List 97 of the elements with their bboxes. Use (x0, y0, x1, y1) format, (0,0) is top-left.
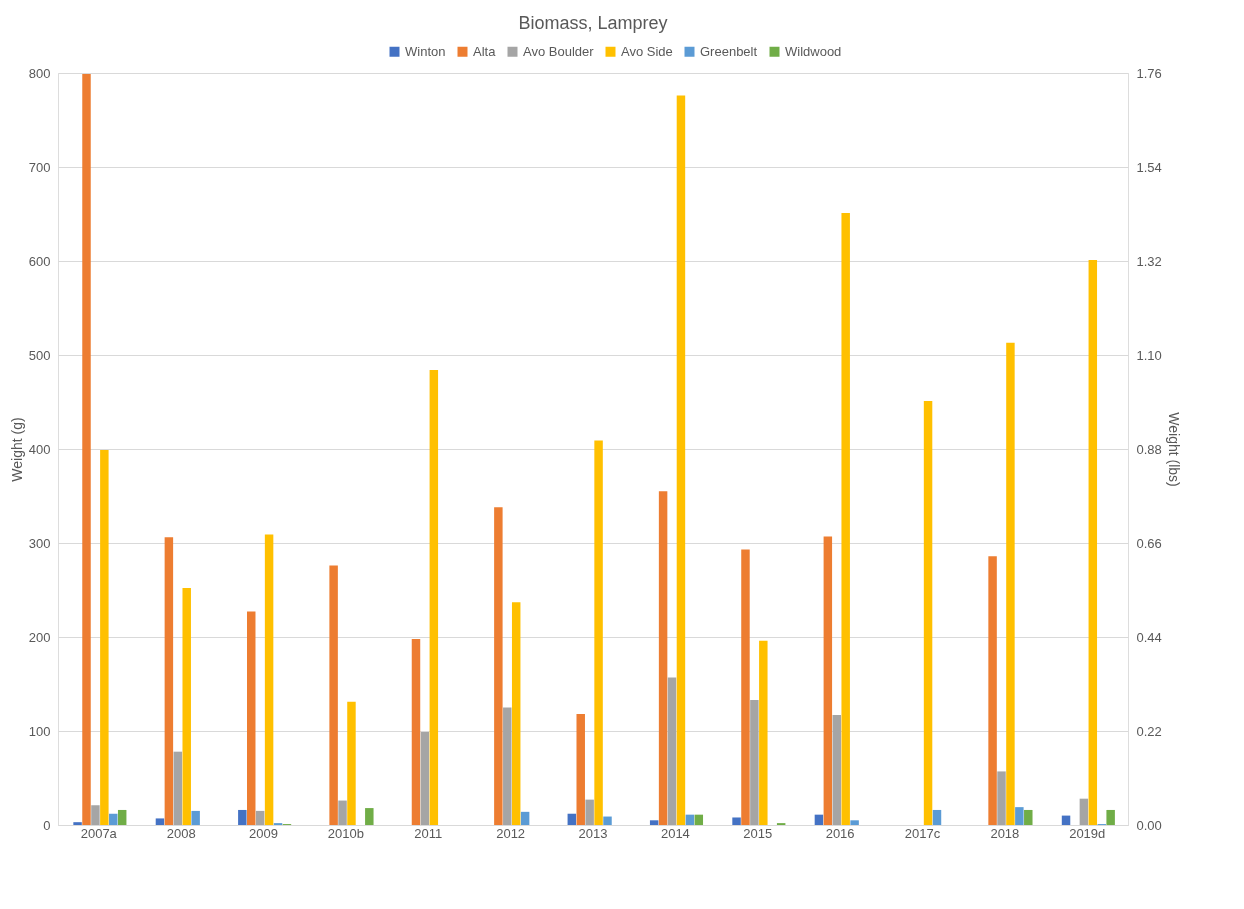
bar (100, 449, 109, 825)
bar (1079, 798, 1089, 825)
bar (750, 699, 759, 825)
x-tick-label: 2007a (80, 825, 118, 841)
y2-tick-label: 1.10 (1136, 347, 1162, 363)
bar (667, 677, 677, 825)
bar (420, 731, 430, 825)
x-tick-label: 2014 (660, 825, 690, 841)
bar (658, 491, 668, 825)
bar (1024, 809, 1033, 825)
x-tick-label: 2017c (904, 825, 941, 841)
y-tick-label: 600 (28, 253, 51, 269)
y-tick-label: 300 (28, 535, 51, 551)
y-tick-label: 100 (28, 723, 51, 739)
bar (1061, 815, 1071, 825)
bar (191, 810, 200, 825)
x-tick-label: 2012 (496, 825, 526, 841)
y2-tick-label: 0.66 (1136, 535, 1162, 551)
y2-tick-label: 0.00 (1136, 817, 1162, 833)
y2-tick-label: 0.88 (1136, 441, 1162, 457)
bar (338, 800, 347, 825)
bar (694, 814, 704, 825)
x-tick-label: 2010b (327, 825, 364, 841)
bar (988, 556, 997, 825)
legend-label: Alta (473, 43, 497, 59)
bar (932, 809, 942, 825)
bar (173, 751, 183, 825)
bar (732, 817, 741, 825)
bar (494, 507, 503, 825)
bar (347, 701, 356, 825)
y2-axis-title: Weight (lbs) (1165, 412, 1182, 487)
y-tick-label: 700 (28, 159, 51, 175)
bar (685, 814, 695, 825)
y2-tick-label: 0.44 (1136, 629, 1162, 645)
bar (1088, 260, 1098, 825)
bar (429, 370, 439, 825)
x-tick-label: 2009 (249, 825, 278, 841)
bar (255, 810, 265, 825)
bar (164, 537, 174, 825)
bar (850, 820, 859, 825)
x-tick-label: 2008 (166, 825, 196, 841)
bar (117, 809, 127, 825)
y-tick-label: 500 (28, 347, 51, 363)
y2-tick-label: 1.76 (1136, 65, 1162, 81)
bar (247, 611, 256, 825)
bar (238, 809, 247, 825)
x-tick-label: 2018 (990, 825, 1020, 841)
y-tick-label: 400 (28, 441, 51, 457)
bar (759, 640, 768, 825)
y-tick-label: 800 (28, 65, 51, 81)
bar (832, 715, 842, 825)
bar (649, 820, 659, 825)
bar (1106, 809, 1115, 825)
y-axis-title: Weight (g) (8, 417, 25, 482)
bar (511, 602, 521, 825)
bar (823, 536, 833, 825)
legend-label: Avo Side (621, 43, 673, 59)
bar (329, 565, 338, 825)
bar (841, 213, 850, 825)
bar (567, 813, 577, 825)
y2-tick-label: 0.22 (1136, 723, 1162, 739)
x-tick-label: 2019d (1069, 825, 1106, 841)
bar (676, 95, 686, 825)
legend-label: Greenbelt (700, 43, 758, 59)
bar (585, 799, 594, 825)
chart-title: Biomass, Lamprey (518, 13, 668, 33)
legend-label: Winton (405, 43, 446, 59)
y2-tick-label: 1.54 (1136, 159, 1162, 175)
bar (576, 714, 585, 825)
bar (1015, 807, 1024, 825)
bar (741, 549, 750, 825)
x-tick-label: 2015 (743, 825, 773, 841)
bar (365, 808, 374, 825)
bar (603, 816, 612, 825)
legend-label: Avo Boulder (523, 43, 595, 59)
legend-label: Wildwood (785, 43, 842, 59)
bar (814, 814, 824, 825)
bar (109, 813, 118, 825)
bar (1006, 342, 1015, 825)
bar (82, 73, 91, 825)
x-tick-label: 2016 (825, 825, 855, 841)
y2-tick-label: 1.32 (1136, 253, 1162, 269)
y-tick-label: 0 (43, 817, 51, 833)
x-tick-label: 2013 (578, 825, 608, 841)
y-tick-label: 200 (28, 629, 51, 645)
bar (503, 707, 512, 825)
bar (73, 822, 82, 825)
bar (264, 534, 274, 825)
bar (594, 440, 603, 825)
bar (923, 401, 933, 825)
bar (997, 771, 1006, 825)
bar (520, 811, 530, 825)
x-tick-label: 2011 (414, 825, 443, 841)
bar (91, 805, 100, 825)
bar (182, 588, 191, 825)
bar (155, 818, 165, 825)
bar (411, 638, 421, 825)
